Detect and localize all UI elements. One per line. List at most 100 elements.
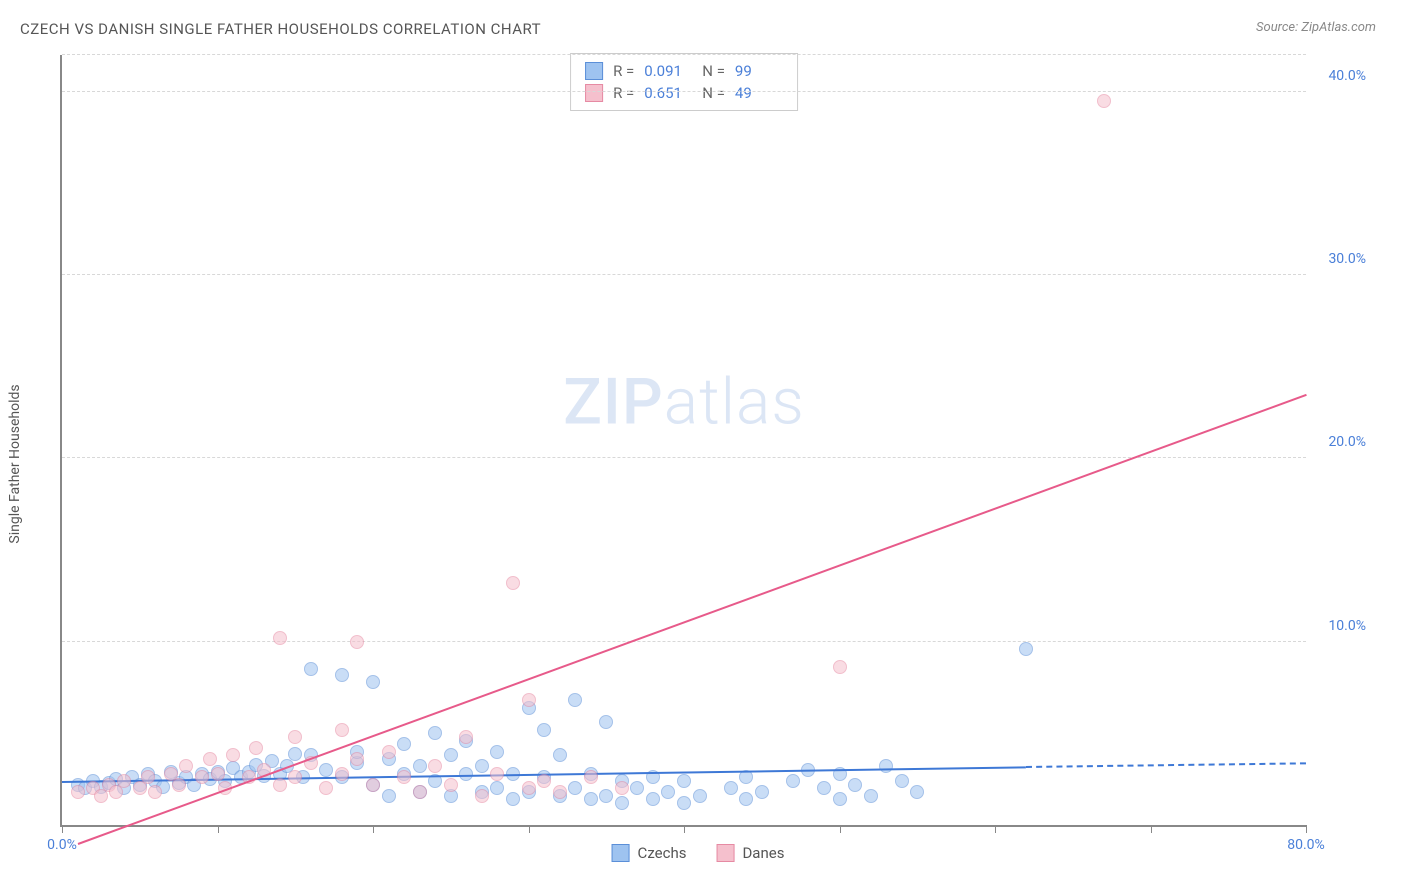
source-label: Source: ZipAtlas.com <box>1256 20 1376 35</box>
scatter-point <box>273 778 287 792</box>
scatter-point <box>677 796 691 810</box>
scatter-point <box>117 774 131 788</box>
scatter-point <box>879 759 893 773</box>
y-tick-label: 20.0% <box>1311 434 1366 450</box>
scatter-point <box>739 792 753 806</box>
scatter-point <box>428 759 442 773</box>
scatter-point <box>786 774 800 788</box>
scatter-point <box>288 747 302 761</box>
y-tick-label: 10.0% <box>1311 618 1366 634</box>
scatter-point <box>615 796 629 810</box>
x-tick <box>1151 825 1152 833</box>
legend-label: Danes <box>742 844 784 862</box>
scatter-point <box>895 774 909 788</box>
scatter-point <box>335 668 349 682</box>
scatter-point <box>646 792 660 806</box>
x-tick-label: 80.0% <box>1287 837 1325 853</box>
legend-label: Czechs <box>638 844 687 862</box>
series-legend: Czechs Danes <box>612 844 785 862</box>
series-swatch <box>585 62 603 80</box>
stat-n-value: 99 <box>735 62 783 80</box>
stats-row: R = 0.091 N = 99 <box>585 60 783 82</box>
legend-swatch <box>612 844 630 862</box>
scatter-point <box>833 660 847 674</box>
scatter-point <box>350 635 364 649</box>
scatter-point <box>304 662 318 676</box>
trend-line <box>77 394 1306 845</box>
scatter-point <box>693 789 707 803</box>
x-tick <box>1306 825 1307 833</box>
stat-r-value: 0.651 <box>644 84 692 102</box>
scatter-point <box>599 715 613 729</box>
scatter-point <box>1019 642 1033 656</box>
scatter-point <box>522 693 536 707</box>
scatter-point <box>677 774 691 788</box>
scatter-point <box>522 781 536 795</box>
scatter-point <box>211 767 225 781</box>
stat-r-label: R = <box>613 84 634 102</box>
scatter-point <box>179 759 193 773</box>
scatter-point <box>910 785 924 799</box>
scatter-point <box>864 789 878 803</box>
scatter-point <box>288 770 302 784</box>
series-swatch <box>585 84 603 102</box>
x-tick <box>529 825 530 833</box>
scatter-point <box>203 752 217 766</box>
gridline <box>62 641 1306 642</box>
stats-row: R = 0.651 N = 49 <box>585 82 783 104</box>
scatter-point <box>475 789 489 803</box>
scatter-point <box>397 770 411 784</box>
x-tick <box>995 825 996 833</box>
scatter-point <box>615 781 629 795</box>
scatter-point <box>382 789 396 803</box>
stat-r-value: 0.091 <box>644 62 692 80</box>
gridline <box>62 274 1306 275</box>
scatter-point <box>366 778 380 792</box>
scatter-point <box>833 792 847 806</box>
scatter-point <box>506 576 520 590</box>
scatter-point <box>319 781 333 795</box>
x-tick-label: 0.0% <box>47 837 77 853</box>
scatter-plot: ZIPatlas R =0.091N =99R =0.651N =49 10.0… <box>60 55 1306 827</box>
scatter-point <box>553 748 567 762</box>
y-tick-label: 40.0% <box>1311 68 1366 84</box>
scatter-point <box>444 778 458 792</box>
scatter-point <box>335 767 349 781</box>
legend-item: Danes <box>716 844 784 862</box>
scatter-point <box>584 792 598 806</box>
scatter-point <box>459 730 473 744</box>
stat-n-value: 49 <box>735 84 783 102</box>
gridline <box>62 54 1306 55</box>
scatter-point <box>382 745 396 759</box>
scatter-point <box>366 675 380 689</box>
scatter-point <box>490 767 504 781</box>
stat-n-label: N = <box>702 62 725 80</box>
scatter-point <box>506 792 520 806</box>
scatter-point <box>475 759 489 773</box>
scatter-point <box>288 730 302 744</box>
scatter-point <box>755 785 769 799</box>
scatter-point <box>444 748 458 762</box>
chart-title: CZECH VS DANISH SINGLE FATHER HOUSEHOLDS… <box>20 20 541 38</box>
scatter-point <box>71 785 85 799</box>
scatter-point <box>413 759 427 773</box>
scatter-point <box>172 778 186 792</box>
x-tick <box>218 825 219 833</box>
x-tick <box>684 825 685 833</box>
scatter-point <box>537 774 551 788</box>
scatter-point <box>599 789 613 803</box>
scatter-point <box>537 723 551 737</box>
x-tick <box>373 825 374 833</box>
chart-container: Single Father Households ZIPatlas R =0.0… <box>20 55 1376 872</box>
scatter-point <box>273 631 287 645</box>
legend-item: Czechs <box>612 844 687 862</box>
scatter-point <box>490 781 504 795</box>
scatter-point <box>249 741 263 755</box>
stat-n-label: N = <box>702 84 725 102</box>
scatter-point <box>817 781 831 795</box>
scatter-point <box>630 781 644 795</box>
scatter-point <box>428 726 442 740</box>
scatter-point <box>568 693 582 707</box>
stat-r-label: R = <box>613 62 634 80</box>
scatter-point <box>584 770 598 784</box>
